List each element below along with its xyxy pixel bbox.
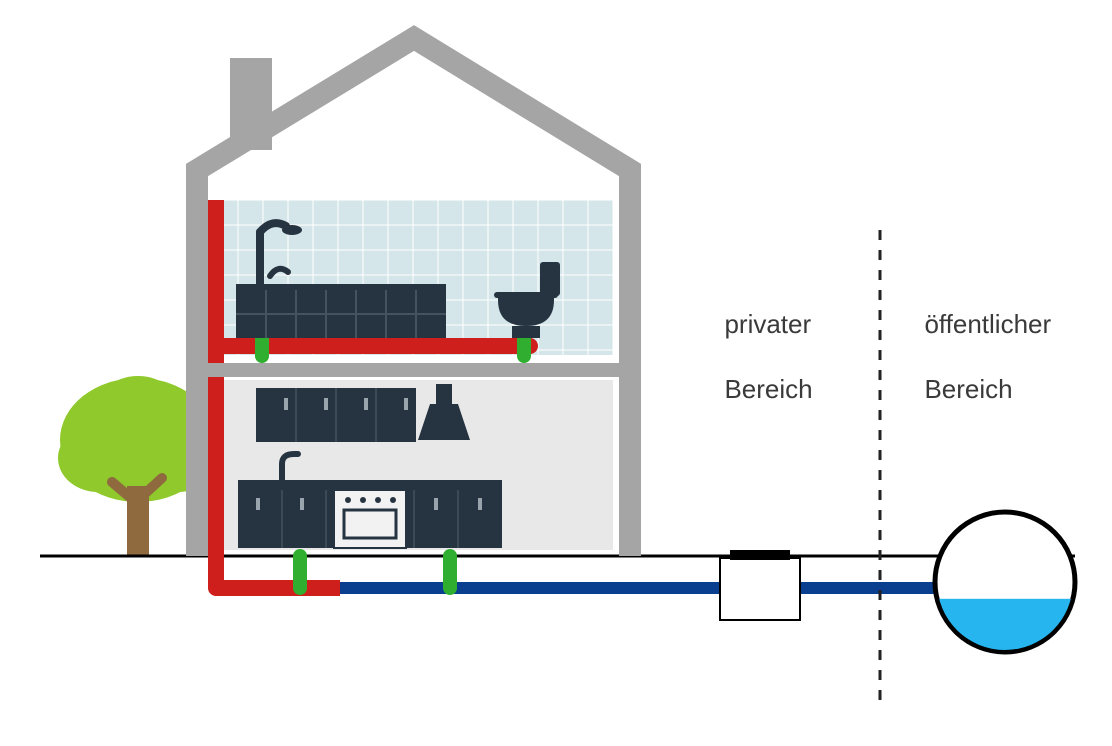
label-private-line2: Bereich: [724, 374, 812, 404]
diagram-stage: privater Bereich öffentlicher Bereich: [0, 0, 1112, 746]
toilet-base: [512, 326, 540, 338]
label-private-line1: privater: [724, 309, 811, 339]
toilet-tank: [540, 262, 560, 296]
label-public-line2: Bereich: [924, 374, 1012, 404]
countertop: [238, 480, 502, 490]
inspection-lid: [730, 550, 790, 560]
chimney: [230, 58, 272, 150]
inspection-chamber: [720, 558, 800, 620]
shower-head-icon: [282, 225, 302, 235]
label-public-area: öffentlicher Bereich: [910, 275, 1051, 405]
label-public-line1: öffentlicher: [924, 309, 1051, 339]
label-private-area: privater Bereich: [710, 275, 813, 405]
sewer-water: [935, 599, 1075, 652]
